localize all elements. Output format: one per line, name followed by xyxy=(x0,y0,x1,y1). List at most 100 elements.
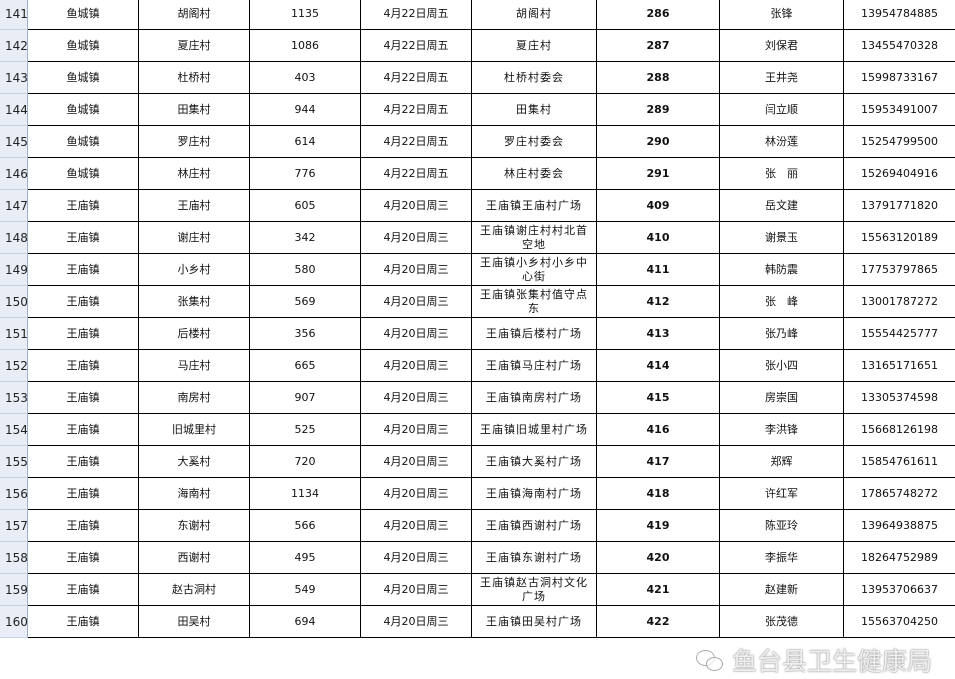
cell-count[interactable]: 720 xyxy=(250,446,361,478)
row-header[interactable]: 150 xyxy=(0,286,28,318)
cell-village[interactable]: 王庙村 xyxy=(139,190,250,222)
cell-phone[interactable]: 15953491007 xyxy=(844,94,955,126)
cell-village[interactable]: 海南村 xyxy=(139,478,250,510)
cell-number[interactable]: 286 xyxy=(597,0,720,30)
row-header[interactable]: 141 xyxy=(0,0,28,30)
cell-count[interactable]: 566 xyxy=(250,510,361,542)
cell-village[interactable]: 张集村 xyxy=(139,286,250,318)
cell-number[interactable]: 291 xyxy=(597,158,720,190)
cell-number[interactable]: 411 xyxy=(597,254,720,286)
cell-site[interactable]: 王庙镇西谢村广场 xyxy=(472,510,597,542)
cell-date[interactable]: 4月20日周三 xyxy=(361,350,472,382)
cell-count[interactable]: 356 xyxy=(250,318,361,350)
cell-person[interactable]: 闫立顺 xyxy=(720,94,844,126)
cell-phone[interactable]: 13165171651 xyxy=(844,350,955,382)
row-header[interactable]: 149 xyxy=(0,254,28,286)
row-header[interactable]: 155 xyxy=(0,446,28,478)
cell-town[interactable]: 王庙镇 xyxy=(28,350,139,382)
cell-number[interactable]: 410 xyxy=(597,222,720,254)
cell-date[interactable]: 4月20日周三 xyxy=(361,446,472,478)
cell-village[interactable]: 谢庄村 xyxy=(139,222,250,254)
cell-phone[interactable]: 13953706637 xyxy=(844,574,955,606)
cell-date[interactable]: 4月20日周三 xyxy=(361,382,472,414)
cell-site[interactable]: 杜桥村委会 xyxy=(472,62,597,94)
cell-village[interactable]: 旧城里村 xyxy=(139,414,250,446)
cell-number[interactable]: 422 xyxy=(597,606,720,638)
cell-number[interactable]: 420 xyxy=(597,542,720,574)
cell-town[interactable]: 鱼城镇 xyxy=(28,158,139,190)
cell-site[interactable]: 王庙镇小乡村小乡中心街 xyxy=(472,254,597,286)
cell-village[interactable]: 马庄村 xyxy=(139,350,250,382)
cell-date[interactable]: 4月20日周三 xyxy=(361,510,472,542)
row-header[interactable]: 146 xyxy=(0,158,28,190)
cell-village[interactable]: 罗庄村 xyxy=(139,126,250,158)
cell-village[interactable]: 后楼村 xyxy=(139,318,250,350)
cell-village[interactable]: 赵古洞村 xyxy=(139,574,250,606)
row-header[interactable]: 153 xyxy=(0,382,28,414)
cell-person[interactable]: 李振华 xyxy=(720,542,844,574)
cell-date[interactable]: 4月20日周三 xyxy=(361,318,472,350)
cell-town[interactable]: 王庙镇 xyxy=(28,606,139,638)
cell-phone[interactable]: 13954784885 xyxy=(844,0,955,30)
cell-person[interactable]: 王井尧 xyxy=(720,62,844,94)
cell-person[interactable]: 郑辉 xyxy=(720,446,844,478)
cell-town[interactable]: 鱼城镇 xyxy=(28,62,139,94)
cell-date[interactable]: 4月20日周三 xyxy=(361,222,472,254)
cell-date[interactable]: 4月20日周三 xyxy=(361,254,472,286)
cell-date[interactable]: 4月22日周五 xyxy=(361,30,472,62)
cell-person[interactable]: 房崇国 xyxy=(720,382,844,414)
cell-date[interactable]: 4月20日周三 xyxy=(361,286,472,318)
cell-phone[interactable]: 18264752989 xyxy=(844,542,955,574)
cell-number[interactable]: 409 xyxy=(597,190,720,222)
cell-count[interactable]: 605 xyxy=(250,190,361,222)
cell-person[interactable]: 张 丽 xyxy=(720,158,844,190)
cell-site[interactable]: 王庙镇王庙村广场 xyxy=(472,190,597,222)
cell-site[interactable]: 王庙镇大奚村广场 xyxy=(472,446,597,478)
cell-town[interactable]: 鱼城镇 xyxy=(28,0,139,30)
cell-village[interactable]: 田吴村 xyxy=(139,606,250,638)
cell-town[interactable]: 王庙镇 xyxy=(28,478,139,510)
cell-town[interactable]: 鱼城镇 xyxy=(28,126,139,158)
cell-person[interactable]: 张乃峰 xyxy=(720,318,844,350)
row-header[interactable]: 158 xyxy=(0,542,28,574)
cell-village[interactable]: 夏庄村 xyxy=(139,30,250,62)
cell-number[interactable]: 290 xyxy=(597,126,720,158)
cell-date[interactable]: 4月22日周五 xyxy=(361,62,472,94)
cell-site[interactable]: 王庙镇谢庄村村北首空地 xyxy=(472,222,597,254)
cell-count[interactable]: 495 xyxy=(250,542,361,574)
cell-date[interactable]: 4月20日周三 xyxy=(361,414,472,446)
cell-person[interactable]: 张小四 xyxy=(720,350,844,382)
cell-town[interactable]: 王庙镇 xyxy=(28,414,139,446)
cell-town[interactable]: 王庙镇 xyxy=(28,542,139,574)
cell-count[interactable]: 944 xyxy=(250,94,361,126)
cell-number[interactable]: 415 xyxy=(597,382,720,414)
cell-site[interactable]: 王庙镇旧城里村广场 xyxy=(472,414,597,446)
cell-date[interactable]: 4月22日周五 xyxy=(361,94,472,126)
cell-date[interactable]: 4月20日周三 xyxy=(361,190,472,222)
cell-village[interactable]: 大奚村 xyxy=(139,446,250,478)
cell-count[interactable]: 549 xyxy=(250,574,361,606)
cell-town[interactable]: 王庙镇 xyxy=(28,574,139,606)
cell-number[interactable]: 417 xyxy=(597,446,720,478)
cell-person[interactable]: 张 峰 xyxy=(720,286,844,318)
cell-site[interactable]: 王庙镇海南村广场 xyxy=(472,478,597,510)
cell-village[interactable]: 田集村 xyxy=(139,94,250,126)
cell-date[interactable]: 4月22日周五 xyxy=(361,158,472,190)
row-header[interactable]: 145 xyxy=(0,126,28,158)
cell-number[interactable]: 416 xyxy=(597,414,720,446)
cell-person[interactable]: 张锋 xyxy=(720,0,844,30)
cell-village[interactable]: 林庄村 xyxy=(139,158,250,190)
cell-town[interactable]: 王庙镇 xyxy=(28,510,139,542)
row-header[interactable]: 157 xyxy=(0,510,28,542)
cell-count[interactable]: 1135 xyxy=(250,0,361,30)
cell-person[interactable]: 陈亚玲 xyxy=(720,510,844,542)
cell-phone[interactable]: 13001787272 xyxy=(844,286,955,318)
cell-village[interactable]: 东谢村 xyxy=(139,510,250,542)
row-header[interactable]: 156 xyxy=(0,478,28,510)
cell-phone[interactable]: 15563704250 xyxy=(844,606,955,638)
cell-number[interactable]: 418 xyxy=(597,478,720,510)
cell-village[interactable]: 胡阁村 xyxy=(139,0,250,30)
cell-phone[interactable]: 15554425777 xyxy=(844,318,955,350)
cell-phone[interactable]: 13791771820 xyxy=(844,190,955,222)
cell-town[interactable]: 王庙镇 xyxy=(28,190,139,222)
